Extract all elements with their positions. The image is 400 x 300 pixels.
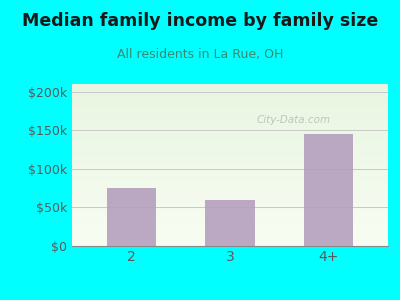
Text: All residents in La Rue, OH: All residents in La Rue, OH: [117, 47, 283, 61]
Bar: [72, 143, 388, 146]
Bar: [72, 124, 388, 127]
Bar: [72, 230, 388, 232]
Bar: [72, 241, 388, 243]
Bar: [72, 103, 388, 106]
Bar: [72, 200, 388, 203]
Bar: [72, 114, 388, 116]
Bar: [72, 87, 388, 89]
Bar: [72, 141, 388, 143]
Bar: [72, 238, 388, 241]
Bar: [72, 149, 388, 152]
Bar: [72, 119, 388, 122]
Bar: [72, 222, 388, 224]
Bar: [72, 92, 388, 95]
Bar: [72, 138, 388, 141]
Bar: [205, 200, 255, 246]
Bar: [72, 219, 388, 222]
Bar: [72, 127, 388, 130]
Text: Median family income by family size: Median family income by family size: [22, 12, 378, 30]
Bar: [72, 227, 388, 230]
Bar: [72, 89, 388, 92]
Bar: [72, 216, 388, 219]
Bar: [72, 152, 388, 154]
Bar: [72, 157, 388, 160]
Bar: [72, 214, 388, 216]
Bar: [72, 116, 388, 119]
Bar: [72, 235, 388, 238]
Bar: [72, 206, 388, 208]
Bar: [72, 100, 388, 103]
Bar: [72, 181, 388, 184]
Bar: [106, 188, 156, 246]
Bar: [72, 111, 388, 114]
Bar: [72, 84, 388, 87]
Bar: [72, 122, 388, 124]
Text: City-Data.com: City-Data.com: [256, 115, 330, 124]
Bar: [72, 130, 388, 133]
Bar: [72, 224, 388, 227]
Bar: [72, 162, 388, 165]
Bar: [72, 187, 388, 189]
Bar: [72, 160, 388, 162]
Bar: [72, 197, 388, 200]
Bar: [72, 168, 388, 170]
Bar: [72, 95, 388, 98]
Bar: [72, 178, 388, 181]
Bar: [72, 165, 388, 168]
Bar: [72, 176, 388, 178]
Bar: [304, 134, 354, 246]
Bar: [72, 108, 388, 111]
Bar: [72, 173, 388, 176]
Bar: [72, 154, 388, 157]
Bar: [72, 189, 388, 192]
Bar: [72, 98, 388, 100]
Bar: [72, 211, 388, 214]
Bar: [72, 106, 388, 108]
Bar: [72, 135, 388, 138]
Bar: [72, 208, 388, 211]
Bar: [72, 146, 388, 149]
Bar: [72, 203, 388, 206]
Bar: [72, 243, 388, 246]
Bar: [72, 192, 388, 195]
Bar: [72, 184, 388, 187]
Bar: [72, 133, 388, 135]
Bar: [72, 195, 388, 197]
Bar: [72, 170, 388, 173]
Bar: [72, 232, 388, 235]
